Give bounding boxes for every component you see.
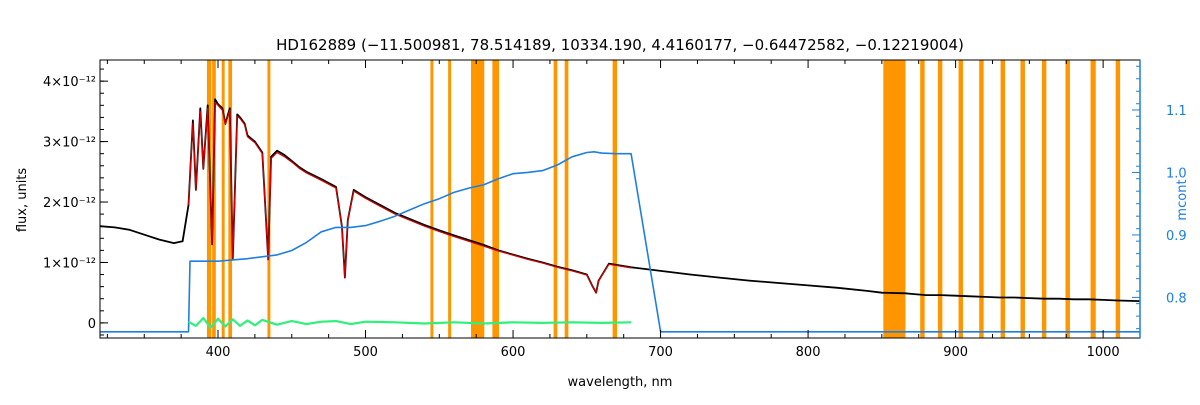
x-tick-label: 400	[206, 345, 231, 360]
masked-region	[612, 60, 618, 338]
x-tick-label: 600	[501, 345, 526, 360]
masked-region	[1115, 60, 1121, 338]
y-tick-label: 4×10⁻¹²	[43, 75, 96, 90]
y2-tick-label: 0.9	[1166, 229, 1187, 244]
masked-region	[1041, 60, 1047, 338]
masked-region	[221, 60, 225, 338]
y-tick-label: 3×10⁻¹²	[43, 136, 96, 151]
y-axis-title: flux, units	[15, 168, 30, 233]
masked-region	[553, 60, 558, 338]
masked-region	[212, 60, 216, 338]
masked-region	[564, 60, 569, 338]
y-axis-left: 0 1×10⁻¹² 2×10⁻¹² 3×10⁻¹² 4×10⁻¹²	[43, 68, 108, 336]
masked-region	[920, 60, 925, 338]
x-tick-label: 1000	[1087, 345, 1120, 360]
masked-region	[883, 60, 906, 338]
y2-tick-label: 1.1	[1166, 104, 1187, 119]
x-tick-label: 700	[648, 345, 673, 360]
y-tick-label: 1×10⁻¹²	[43, 256, 96, 271]
x-axis-title: wavelength, nm	[568, 375, 673, 390]
masked-region	[228, 60, 233, 338]
chart-title: HD162889 (−11.500981, 78.514189, 10334.1…	[276, 36, 964, 54]
y2-tick-label: 0.8	[1166, 291, 1187, 306]
series-group	[99, 98, 1141, 333]
x-tick-label: 800	[796, 345, 821, 360]
masked-region	[430, 60, 434, 338]
masked-region	[1000, 60, 1006, 338]
masked-region	[1065, 60, 1070, 338]
series-line-model	[187, 101, 632, 294]
masked-region	[937, 60, 943, 338]
masked-region	[267, 60, 271, 338]
y2-tick-label: 1.0	[1166, 166, 1187, 181]
y-tick-label: 0	[88, 317, 96, 332]
y-axis-right: 0.8 0.9 1.0 1.1	[1132, 60, 1187, 338]
masked-region	[979, 60, 984, 338]
series-line-residual	[187, 317, 632, 329]
x-axis: 400 500 600 700 800 900 1000	[106, 60, 1141, 360]
series-line-observed	[99, 98, 1141, 302]
masked-region	[1090, 60, 1096, 338]
series-line-mcont	[100, 151, 1140, 333]
x-tick-label: 500	[353, 345, 378, 360]
masked-region	[471, 60, 485, 338]
masked-region	[1020, 60, 1025, 338]
y2-axis-title: mcont	[1175, 179, 1190, 220]
masked-region	[448, 60, 452, 338]
masked-region	[206, 60, 212, 338]
masked-region	[958, 60, 963, 338]
masked-regions	[206, 60, 1121, 338]
x-tick-label: 900	[943, 345, 968, 360]
masked-region	[492, 60, 500, 338]
y-tick-label: 2×10⁻¹²	[43, 196, 96, 211]
